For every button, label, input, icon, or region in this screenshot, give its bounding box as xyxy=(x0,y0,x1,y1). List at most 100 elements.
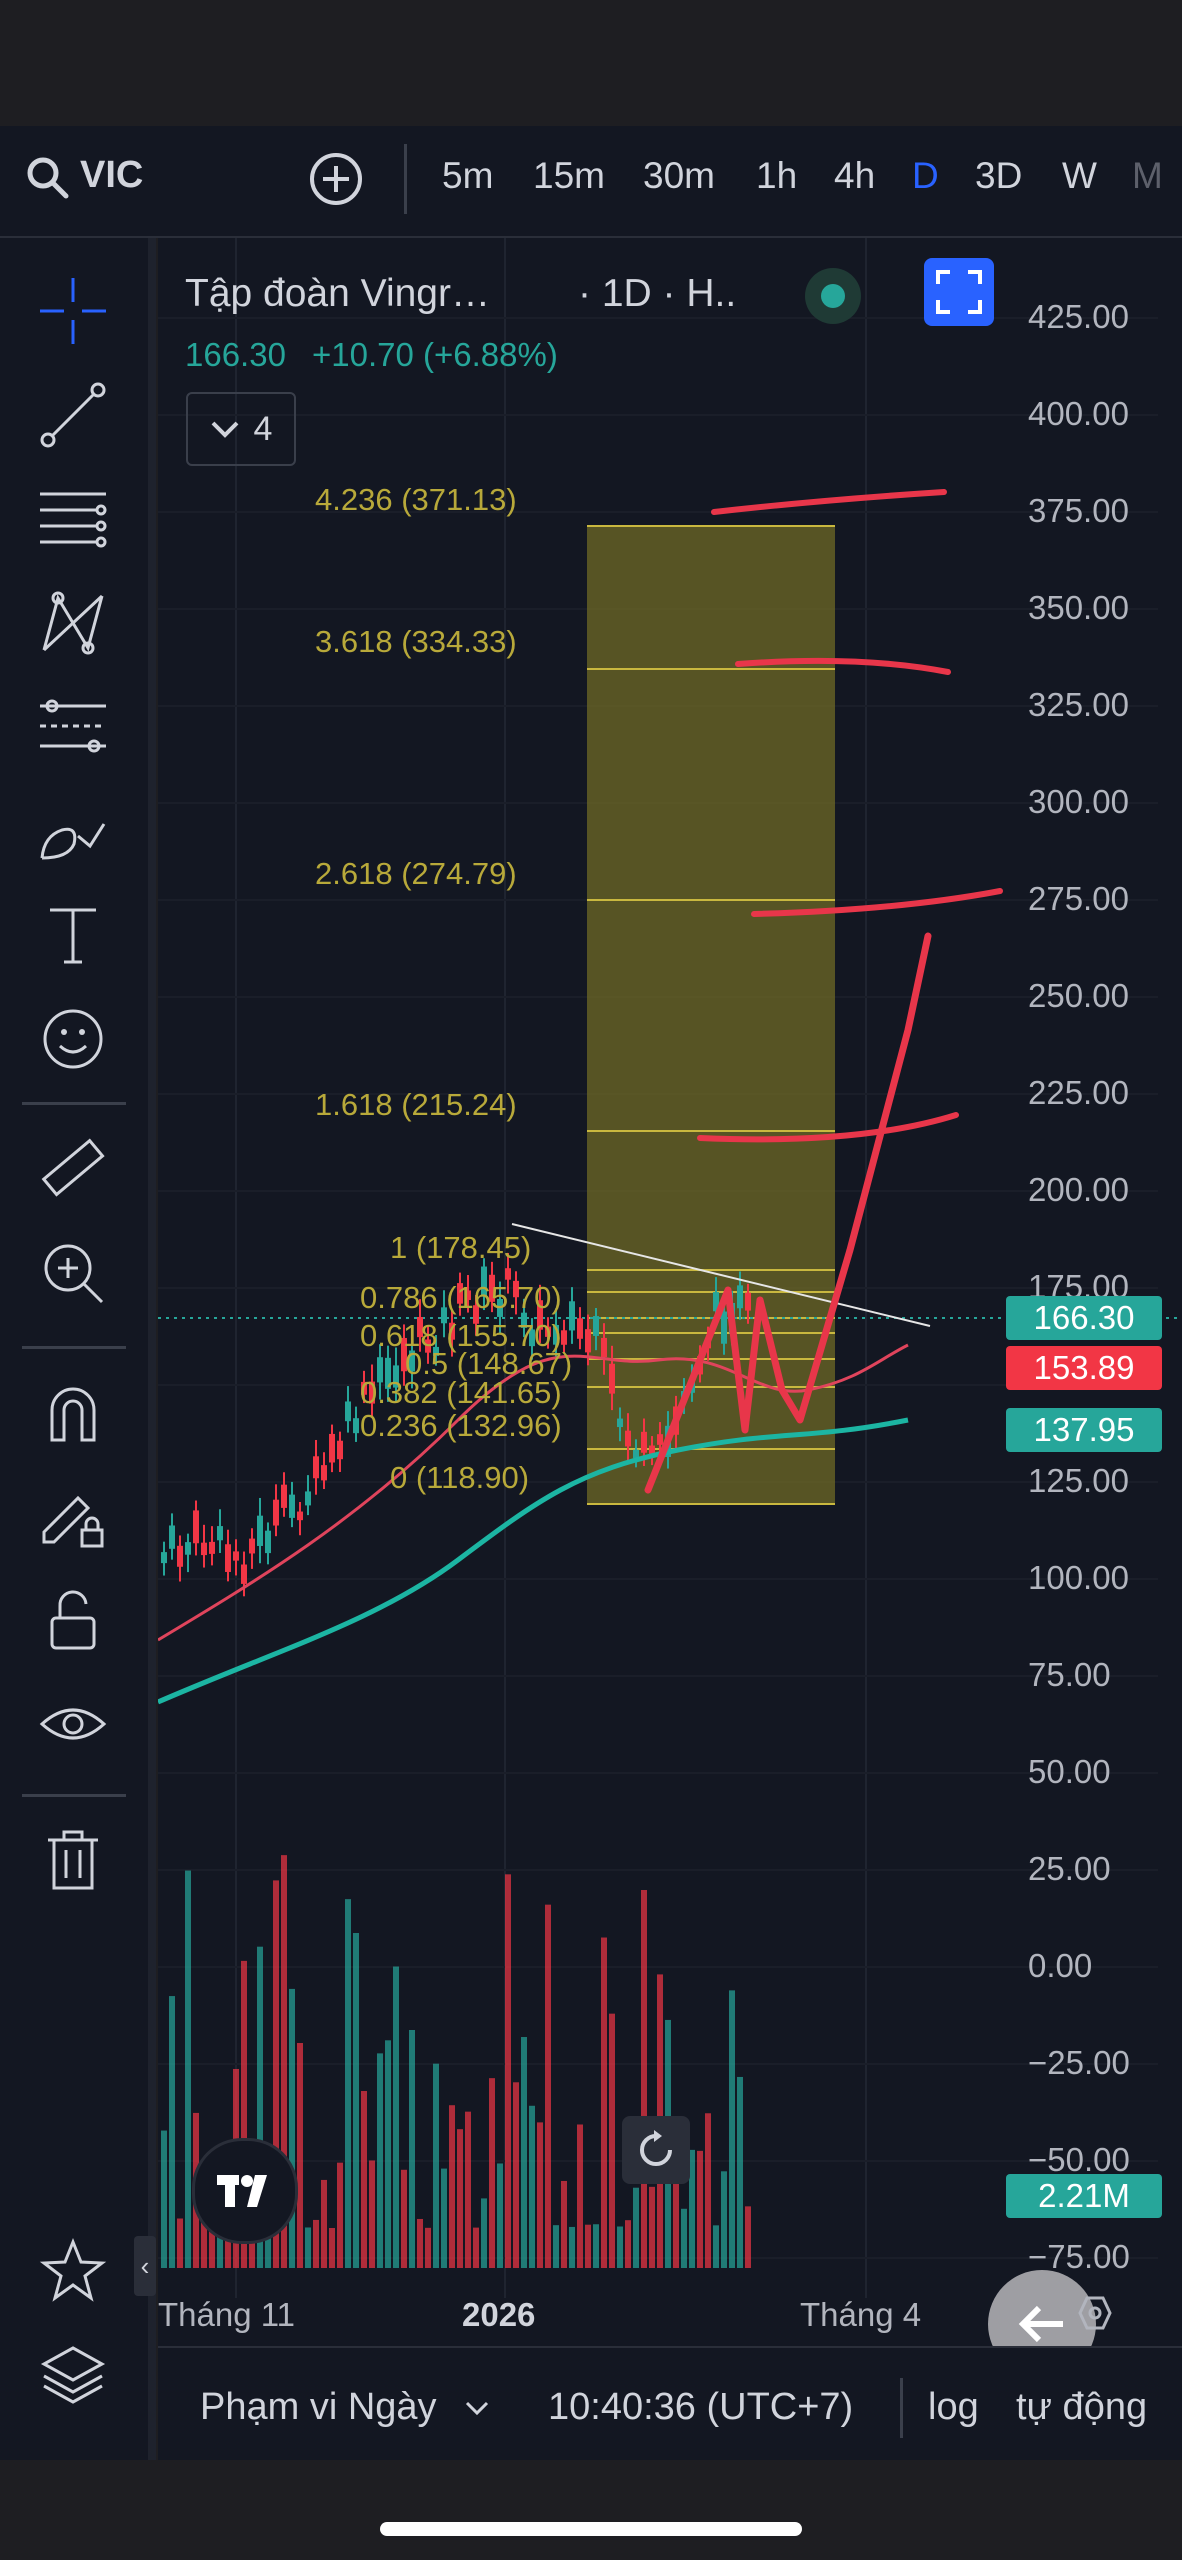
timeframe-5m[interactable]: 5m xyxy=(442,155,494,196)
text-icon xyxy=(50,908,96,964)
market-status-indicator[interactable] xyxy=(805,268,861,324)
pattern-icon xyxy=(42,591,104,655)
layers-icon xyxy=(40,2346,106,2404)
timeframe-m[interactable]: M xyxy=(1132,155,1163,196)
chart-pane[interactable] xyxy=(158,238,1182,2348)
price-tick: 325.00 xyxy=(1028,686,1129,723)
text-tool[interactable] xyxy=(30,892,116,978)
candle-body xyxy=(585,1329,591,1353)
volume-bar xyxy=(337,2162,343,2268)
fib-tool[interactable] xyxy=(30,476,116,562)
volume-bar xyxy=(177,2218,183,2268)
fib-level-label: 4.236 (371.13) xyxy=(315,482,517,517)
candle-body xyxy=(233,1551,239,1561)
projection-tool[interactable] xyxy=(30,684,116,770)
fullscreen-icon xyxy=(936,270,982,314)
time-tick: Tháng 4 xyxy=(800,2296,922,2333)
timeframe-w[interactable]: W xyxy=(1062,155,1097,196)
ruler-icon xyxy=(41,1138,105,1197)
price-tick: 75.00 xyxy=(1028,1656,1111,1693)
collapse-toolbar-button[interactable]: ‹ xyxy=(134,2236,156,2296)
lock-drawing-tool[interactable] xyxy=(30,1474,116,1560)
timeframe-4h[interactable]: 4h xyxy=(834,155,876,196)
price-tick: 225.00 xyxy=(1028,1074,1129,1111)
volume-bar xyxy=(369,2160,375,2268)
timeframe-1h[interactable]: 1h xyxy=(756,155,798,196)
tradingview-logo[interactable] xyxy=(192,2138,298,2244)
remove-drawings-tool[interactable] xyxy=(30,1816,116,1902)
lock-all-tool[interactable] xyxy=(30,1578,116,1664)
star-icon xyxy=(39,2237,107,2302)
emoji-tool[interactable] xyxy=(30,996,116,1082)
fib-level-label: 1.618 (215.24) xyxy=(315,1087,517,1122)
candle-body xyxy=(281,1484,287,1508)
candle-body xyxy=(273,1499,279,1526)
candle-body xyxy=(313,1456,319,1479)
volume-bar xyxy=(625,2220,631,2268)
candle-body xyxy=(505,1268,511,1280)
annotation-stroke xyxy=(735,657,951,675)
magnet-tool[interactable] xyxy=(30,1370,116,1456)
timeframe-15m[interactable]: 15m xyxy=(533,155,605,196)
object-tree-tool[interactable] xyxy=(30,2332,116,2418)
price-tick: 0.00 xyxy=(1028,1947,1093,1984)
date-range-selector[interactable]: Phạm vi Ngày xyxy=(200,2386,437,2428)
log-scale-toggle[interactable]: log xyxy=(928,2386,979,2428)
clock-timezone[interactable]: 10:40:36 (UTC+7) xyxy=(548,2386,854,2428)
candle-body xyxy=(177,1545,183,1567)
candle-body xyxy=(737,1285,743,1309)
annotation-stroke xyxy=(711,489,947,515)
legend-title[interactable]: Tập đoàn Vingr… xyxy=(185,272,490,315)
auto-scale-toggle[interactable]: tự động xyxy=(1016,2386,1148,2428)
price-tick: 250.00 xyxy=(1028,977,1129,1014)
arrow-left-icon xyxy=(1018,2305,1063,2343)
candle-body xyxy=(201,1542,207,1556)
candle-body xyxy=(321,1465,327,1481)
reset-chart-button[interactable] xyxy=(622,2116,690,2184)
candle-body xyxy=(593,1316,599,1336)
candle-body xyxy=(337,1440,343,1460)
candle-body xyxy=(633,1449,639,1459)
pencil-lock-icon xyxy=(42,1495,104,1548)
chevron-down-icon xyxy=(465,2401,489,2416)
volume-bar xyxy=(425,2227,431,2268)
search-icon[interactable] xyxy=(24,154,70,200)
tradingview-logo-icon xyxy=(217,2175,267,2207)
zoom-tool[interactable] xyxy=(30,1230,116,1316)
add-compare-icon[interactable] xyxy=(308,151,364,207)
pattern-tool[interactable] xyxy=(30,580,116,666)
fullscreen-button[interactable] xyxy=(924,258,994,326)
chevron-down-icon xyxy=(211,421,238,438)
home-indicator xyxy=(380,2522,802,2536)
volume-bar xyxy=(473,2227,479,2268)
symbol-label[interactable]: VIC xyxy=(80,154,144,196)
eye-icon xyxy=(39,1708,107,1740)
smiley-icon xyxy=(43,1009,103,1069)
candle-body xyxy=(241,1564,247,1584)
home-indicator-area xyxy=(0,2460,1182,2560)
annotation-stroke xyxy=(644,932,932,1494)
indicators-toggle[interactable]: 4 xyxy=(186,392,296,466)
candle-body xyxy=(289,1494,295,1518)
trend-line-tool[interactable] xyxy=(30,372,116,458)
volume-bar xyxy=(521,2037,527,2268)
candle-body xyxy=(193,1510,199,1544)
brush-tool[interactable] xyxy=(30,788,116,874)
ruler-tool[interactable] xyxy=(30,1126,116,1212)
timeframe-30m[interactable]: 30m xyxy=(643,155,715,196)
candle-body xyxy=(209,1541,215,1554)
candle-body xyxy=(417,1316,423,1338)
favorites-tool[interactable] xyxy=(30,2228,116,2314)
volume-bar xyxy=(377,2053,383,2268)
volume-bar xyxy=(713,2225,719,2268)
visibility-tool[interactable] xyxy=(30,1682,116,1768)
timeframe-d[interactable]: D xyxy=(912,155,939,196)
volume-tag: 2.21M xyxy=(1006,2174,1162,2218)
settings-icon[interactable] xyxy=(1078,2296,1112,2330)
volume-bar xyxy=(649,2186,655,2268)
timeframe-3d[interactable]: 3D xyxy=(975,155,1023,196)
candle-body xyxy=(297,1511,303,1521)
status-dot-icon xyxy=(821,284,845,308)
crosshair-tool[interactable] xyxy=(30,268,116,354)
candle-body xyxy=(449,1322,455,1340)
